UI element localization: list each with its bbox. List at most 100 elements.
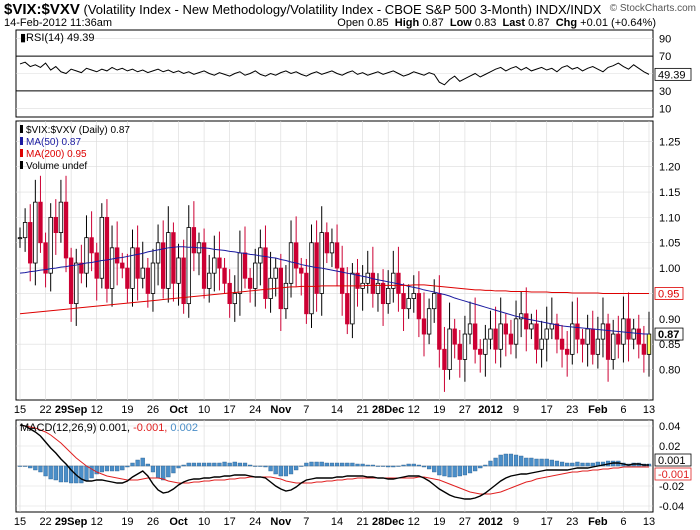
candle-body <box>38 201 43 244</box>
macd-histogram-bar <box>79 465 84 484</box>
macd-histogram-bar <box>498 454 503 467</box>
candle-body <box>605 323 611 360</box>
high-value: 0.87 <box>422 17 444 29</box>
macd-legend-part: 0.002 <box>167 422 198 434</box>
candle-body <box>437 293 442 350</box>
macd-histogram-bar <box>283 465 289 477</box>
candle-body <box>401 293 406 310</box>
macd-histogram-bar <box>314 461 319 467</box>
macd-histogram-bar <box>191 462 196 467</box>
price-x-tick-label: 21 <box>357 404 369 416</box>
macd-histogram-bar <box>242 462 248 467</box>
candle-body <box>447 328 452 370</box>
candle-body <box>411 293 416 299</box>
candle-body <box>580 338 585 345</box>
macd-x-tick-label: 19 <box>433 516 445 528</box>
macd-histogram-bar <box>437 465 442 476</box>
ma200-line <box>19 284 649 315</box>
rsi-last-label: 49.39 <box>658 69 686 81</box>
macd-histogram-bar <box>329 462 335 467</box>
rsi-line <box>19 61 650 86</box>
macd-histogram-bar <box>125 465 130 468</box>
candle-body <box>176 257 181 284</box>
candle-body <box>339 267 345 294</box>
candle-body <box>22 222 28 239</box>
price-tick-label: 1.05 <box>659 238 680 250</box>
macd-histogram-bar <box>212 462 217 467</box>
candle-body <box>416 293 422 320</box>
candle-body <box>222 267 227 284</box>
candle-body <box>299 267 304 274</box>
rsi-tick-label: 30 <box>659 86 671 98</box>
low-label: Low <box>449 17 472 29</box>
macd-histogram-bar <box>345 462 350 467</box>
price-tick-label: 1.25 <box>659 136 680 148</box>
macd-histogram-bar <box>365 464 370 467</box>
candle-body <box>585 328 590 345</box>
macd-histogram-bar <box>447 465 452 478</box>
candle-body <box>273 267 278 279</box>
price-x-tick-label: Nov <box>270 404 292 416</box>
macd-histogram-bar <box>508 453 514 467</box>
macd-histogram-bar <box>452 465 457 478</box>
macd-histogram-bar <box>258 465 263 467</box>
macd-histogram-bar <box>222 461 227 467</box>
macd-histogram-bar <box>278 465 283 477</box>
macd-histogram-bar <box>288 465 294 475</box>
macd-histogram-bar <box>237 462 243 467</box>
macd-x-tick-label: 17 <box>541 516 553 528</box>
candle-body <box>28 222 33 264</box>
candle-body <box>611 333 616 360</box>
candle-body <box>94 252 99 279</box>
price-tick-label: 1.15 <box>659 187 680 199</box>
macd-x-tick-label: 22 <box>39 516 51 528</box>
candle-body <box>616 333 621 345</box>
high-label: High <box>394 17 420 29</box>
candle-body <box>283 282 289 310</box>
price-x-tick-label: 7 <box>303 404 309 416</box>
candle-body <box>529 323 534 330</box>
macd-histogram-bar <box>135 459 140 467</box>
macd-histogram-bar <box>559 461 565 467</box>
candle-body <box>293 242 299 269</box>
macd-line <box>19 424 649 500</box>
macd-x-tick-label: Feb <box>588 516 608 528</box>
candle-body <box>626 318 631 340</box>
macd-histogram-bar <box>99 465 104 473</box>
macd-x-tick-label: 7 <box>303 516 309 528</box>
macd-histogram-bar <box>268 465 273 472</box>
price-x-tick-label: 17 <box>541 404 553 416</box>
candle-body <box>345 293 350 325</box>
candle-body <box>595 338 601 355</box>
macd-histogram-bar <box>17 465 23 467</box>
candle-body <box>544 328 549 340</box>
rsi-tick-label: 70 <box>659 51 671 63</box>
macd-histogram-bar <box>53 465 58 481</box>
candle-body <box>166 232 171 289</box>
price-x-tick-label: 15 <box>14 404 26 416</box>
candle-body <box>104 216 110 289</box>
macd-histogram-bar <box>488 460 493 467</box>
candle-body <box>74 262 79 305</box>
macd-histogram-bar <box>161 465 166 481</box>
candle-body <box>237 252 243 294</box>
macd-x-tick-label: 17 <box>224 516 236 528</box>
macd-histogram-bar <box>457 465 462 477</box>
macd-histogram-bar <box>171 465 176 474</box>
price-x-tick-label: 13 <box>643 404 655 416</box>
candle-body <box>518 313 524 320</box>
macd-x-tick-label: 12 <box>408 516 420 528</box>
candle-body <box>150 262 156 294</box>
candle-body <box>452 328 457 345</box>
candle-body <box>575 323 580 340</box>
candle-body <box>43 242 48 274</box>
candle-body <box>140 267 145 279</box>
macd-histogram-bar <box>227 462 232 467</box>
macd-histogram-bar <box>473 465 478 472</box>
candle-body <box>493 328 498 350</box>
candle-body <box>79 262 84 274</box>
macd-histogram-bar <box>181 464 186 467</box>
macd-x-tick-label: 6 <box>620 516 626 528</box>
macd-histogram-bar <box>69 465 74 484</box>
price-x-tick-label: 23 <box>566 404 578 416</box>
